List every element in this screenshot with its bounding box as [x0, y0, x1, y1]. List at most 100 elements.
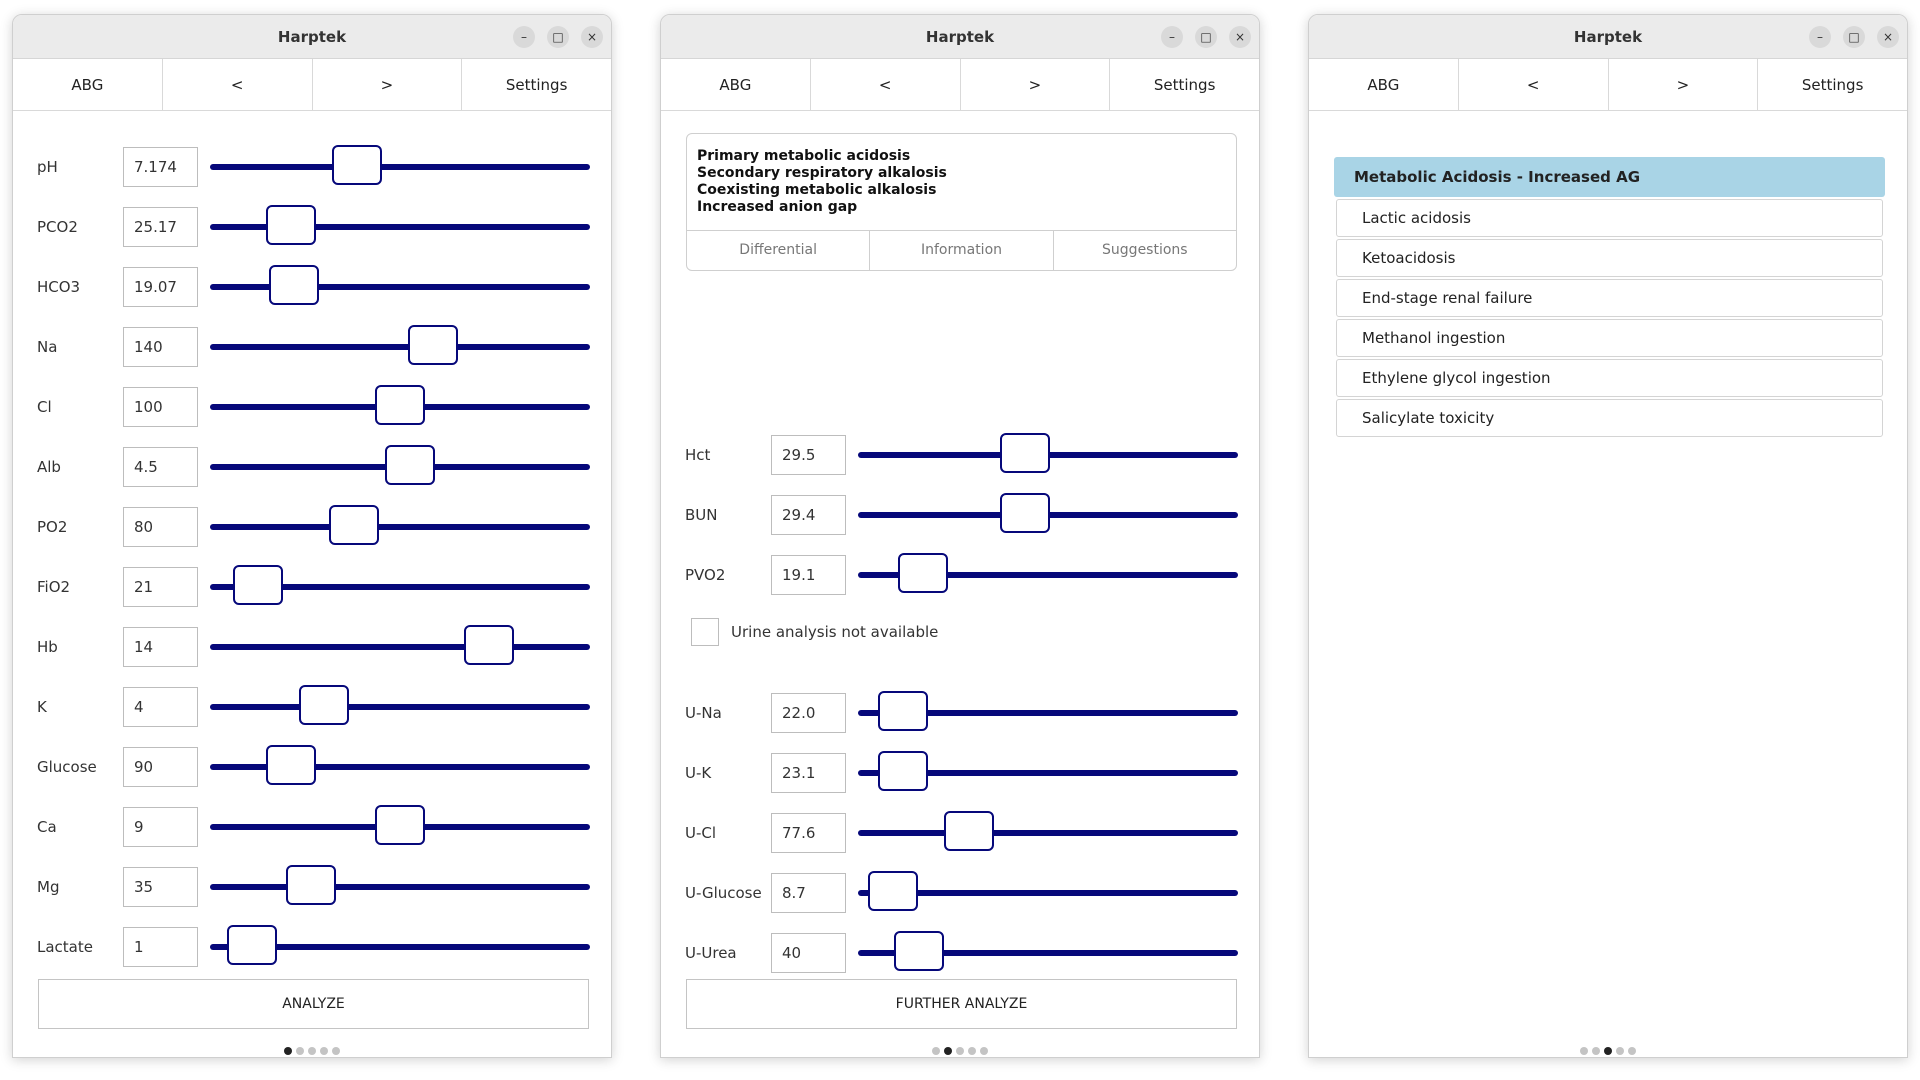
- po2-slider[interactable]: [210, 505, 590, 545]
- next-button[interactable]: >: [961, 59, 1111, 110]
- abg-button[interactable]: ABG: [661, 59, 811, 110]
- tab-differential[interactable]: Differential: [687, 231, 871, 270]
- tab-suggestions[interactable]: Suggestions: [1102, 242, 1188, 258]
- list-item[interactable]: Ketoacidosis: [1336, 239, 1883, 277]
- alb-slider-handle[interactable]: [385, 445, 435, 485]
- u-glucose-input[interactable]: 8.7: [771, 873, 846, 913]
- hct-input[interactable]: 29.5: [771, 435, 846, 475]
- u-cl-input[interactable]: 77.6: [771, 813, 846, 853]
- bun-slider-handle[interactable]: [1000, 493, 1050, 533]
- na-slider[interactable]: [210, 325, 590, 365]
- maximize-icon[interactable]: □: [1195, 26, 1217, 48]
- glucose-input[interactable]: 90: [123, 747, 198, 787]
- page-dot[interactable]: [1628, 1047, 1636, 1055]
- u-cl-slider-handle[interactable]: [944, 811, 994, 851]
- u-urea-slider-handle[interactable]: [894, 931, 944, 971]
- title-bar[interactable]: Harptek – □ ×: [13, 15, 611, 59]
- mg-slider-handle[interactable]: [286, 865, 336, 905]
- k-input[interactable]: 4: [123, 687, 198, 727]
- close-icon[interactable]: ×: [1877, 26, 1899, 48]
- pvo2-input[interactable]: 19.1: [771, 555, 846, 595]
- ph-input[interactable]: 7.174: [123, 147, 198, 187]
- na-slider-handle[interactable]: [408, 325, 458, 365]
- pco2-input[interactable]: 25.17: [123, 207, 198, 247]
- ca-slider-handle[interactable]: [375, 805, 425, 845]
- hco3-slider-handle[interactable]: [269, 265, 319, 305]
- u-na-slider-handle[interactable]: [878, 691, 928, 731]
- close-icon[interactable]: ×: [1229, 26, 1251, 48]
- pvo2-slider-handle[interactable]: [898, 553, 948, 593]
- ph-slider[interactable]: [210, 145, 590, 185]
- u-na-input[interactable]: 22.0: [771, 693, 846, 733]
- u-urea-input[interactable]: 40: [771, 933, 846, 973]
- page-dot[interactable]: [1616, 1047, 1624, 1055]
- u-k-input[interactable]: 23.1: [771, 753, 846, 793]
- tab-information[interactable]: Information: [870, 231, 1054, 270]
- fio2-input[interactable]: 21: [123, 567, 198, 607]
- hb-slider-handle[interactable]: [464, 625, 514, 665]
- title-bar[interactable]: Harptek – □ ×: [661, 15, 1259, 59]
- lactate-input[interactable]: 1: [123, 927, 198, 967]
- ca-input[interactable]: 9: [123, 807, 198, 847]
- title-bar[interactable]: Harptek – □ ×: [1309, 15, 1907, 59]
- ca-slider[interactable]: [210, 805, 590, 845]
- abg-button[interactable]: ABG: [13, 59, 163, 110]
- hb-slider[interactable]: [210, 625, 590, 665]
- further-analyze-button[interactable]: FURTHER ANALYZE: [686, 979, 1237, 1029]
- cl-slider[interactable]: [210, 385, 590, 425]
- page-dot[interactable]: [332, 1047, 340, 1055]
- glucose-slider[interactable]: [210, 745, 590, 785]
- bun-input[interactable]: 29.4: [771, 495, 846, 535]
- u-glucose-slider-handle[interactable]: [868, 871, 918, 911]
- fio2-slider-handle[interactable]: [233, 565, 283, 605]
- settings-button[interactable]: Settings: [505, 76, 568, 94]
- u-urea-slider[interactable]: [858, 931, 1238, 971]
- list-item[interactable]: Ethylene glycol ingestion: [1336, 359, 1883, 397]
- page-dot[interactable]: [932, 1047, 940, 1055]
- checkbox-box[interactable]: [691, 618, 719, 646]
- list-item[interactable]: End-stage renal failure: [1336, 279, 1883, 317]
- page-dot[interactable]: [968, 1047, 976, 1055]
- pco2-slider-handle[interactable]: [266, 205, 316, 245]
- abg-button[interactable]: ABG: [1309, 59, 1459, 110]
- hct-slider[interactable]: [858, 433, 1238, 473]
- settings-button[interactable]: Settings: [1801, 76, 1864, 94]
- next-button[interactable]: >: [1609, 59, 1759, 110]
- page-dot[interactable]: [308, 1047, 316, 1055]
- pco2-slider[interactable]: [210, 205, 590, 245]
- ph-slider-handle[interactable]: [332, 145, 382, 185]
- hco3-slider[interactable]: [210, 265, 590, 305]
- u-k-slider[interactable]: [858, 751, 1238, 791]
- po2-input[interactable]: 80: [123, 507, 198, 547]
- page-dot[interactable]: [944, 1047, 952, 1055]
- minimize-icon[interactable]: –: [513, 26, 535, 48]
- lactate-slider[interactable]: [210, 925, 590, 965]
- page-dot[interactable]: [284, 1047, 292, 1055]
- page-dot[interactable]: [956, 1047, 964, 1055]
- list-item[interactable]: Lactic acidosis: [1336, 199, 1883, 237]
- po2-slider-handle[interactable]: [329, 505, 379, 545]
- u-k-slider-handle[interactable]: [878, 751, 928, 791]
- page-dot[interactable]: [980, 1047, 988, 1055]
- previous-button[interactable]: <: [811, 59, 961, 110]
- mg-input[interactable]: 35: [123, 867, 198, 907]
- alb-slider[interactable]: [210, 445, 590, 485]
- maximize-icon[interactable]: □: [547, 26, 569, 48]
- minimize-icon[interactable]: –: [1809, 26, 1831, 48]
- cl-input[interactable]: 100: [123, 387, 198, 427]
- na-input[interactable]: 140: [123, 327, 198, 367]
- hct-slider-handle[interactable]: [1000, 433, 1050, 473]
- u-cl-slider[interactable]: [858, 811, 1238, 851]
- settings-button[interactable]: Settings: [1153, 76, 1216, 94]
- k-slider[interactable]: [210, 685, 590, 725]
- cl-slider-handle[interactable]: [375, 385, 425, 425]
- bun-slider[interactable]: [858, 493, 1238, 533]
- hco3-input[interactable]: 19.07: [123, 267, 198, 307]
- alb-input[interactable]: 4.5: [123, 447, 198, 487]
- maximize-icon[interactable]: □: [1843, 26, 1865, 48]
- u-glucose-slider[interactable]: [858, 871, 1238, 911]
- page-dot[interactable]: [1604, 1047, 1612, 1055]
- previous-button[interactable]: <: [163, 59, 313, 110]
- page-dot[interactable]: [1592, 1047, 1600, 1055]
- page-dot[interactable]: [296, 1047, 304, 1055]
